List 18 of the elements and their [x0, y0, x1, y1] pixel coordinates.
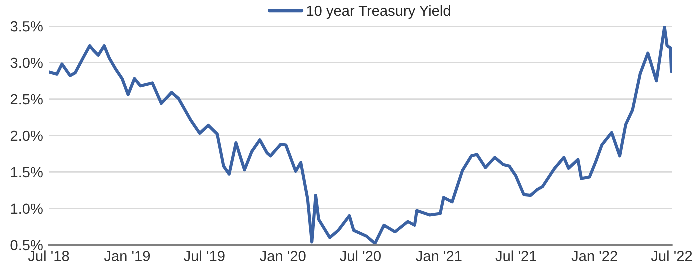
- x-tick-label: Jul '20: [340, 250, 381, 262]
- y-tick-label: 3.0%: [10, 58, 43, 68]
- y-tick-label: 2.0%: [10, 130, 43, 142]
- y-tick-label: 0.5%: [10, 240, 43, 251]
- y-tick-label: 1.0%: [11, 204, 43, 214]
- x-tick-label: Jan '22: [572, 251, 618, 262]
- x-tick-label: Jul '21: [496, 250, 536, 262]
- legend-label: 10 year Treasury Yield: [307, 5, 450, 20]
- y-tick-label: 3.5%: [10, 21, 43, 32]
- x-tick-label: Jul '22: [651, 250, 692, 262]
- line-series: [49, 26, 672, 246]
- x-tick-label: Jul '18: [28, 250, 70, 262]
- x-tick-label: Jan '19: [104, 251, 150, 262]
- x-tick-label: Jan '21: [416, 251, 462, 262]
- y-tick-label: 2.5%: [10, 94, 43, 105]
- y-tick-label: 1.5%: [11, 167, 43, 178]
- x-tick-label: Jul '19: [184, 250, 225, 262]
- x-tick-label: Jan '20: [260, 251, 306, 262]
